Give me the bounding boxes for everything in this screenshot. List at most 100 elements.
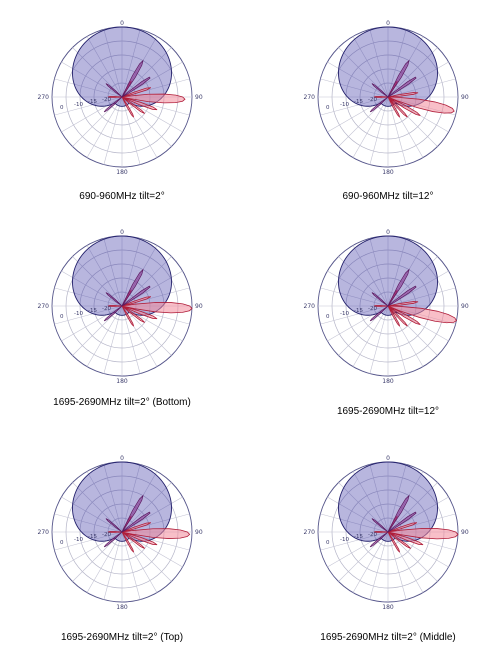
- angle-label: 0: [120, 455, 124, 462]
- grid-spoke: [86, 471, 123, 533]
- grid-spoke: [72, 256, 123, 307]
- grid-spoke: [54, 513, 123, 533]
- grid-spoke: [103, 531, 123, 600]
- grid-spoke: [121, 96, 183, 133]
- grid-spoke: [61, 496, 123, 533]
- angle-label: 90: [461, 529, 469, 536]
- grid-spoke: [320, 531, 389, 551]
- angle-label: 180: [116, 378, 128, 385]
- horizontal-pattern: [72, 235, 172, 316]
- grid-spoke: [369, 238, 389, 307]
- grid-spoke: [387, 531, 407, 600]
- grid-spoke: [86, 305, 123, 367]
- grid-spoke: [86, 36, 123, 98]
- overlap-lobes: [369, 59, 417, 113]
- grid-spoke: [387, 256, 438, 307]
- grid-spoke: [338, 47, 389, 98]
- grid-spoke: [352, 305, 389, 367]
- grid-spoke: [103, 29, 123, 98]
- grid-spoke: [54, 305, 123, 325]
- radial-scale-label: -15: [354, 308, 363, 314]
- grid-spoke: [327, 61, 389, 98]
- grid-spoke: [54, 531, 123, 551]
- grid-spoke: [61, 305, 123, 342]
- horizontal-pattern: [72, 461, 172, 542]
- horizontal-pattern: [72, 26, 172, 107]
- grid-spoke: [86, 531, 123, 593]
- angle-label: 270: [304, 303, 316, 310]
- angle-label: 90: [195, 94, 203, 101]
- grid-spoke: [387, 287, 456, 307]
- grid-spoke: [72, 482, 123, 533]
- grid-spoke: [54, 96, 123, 116]
- grid-spoke: [387, 78, 456, 98]
- angle-label: 0: [120, 20, 124, 27]
- radial-scale-label: -15: [354, 534, 363, 540]
- grid-spoke: [327, 531, 389, 568]
- radial-scale-label: 0: [60, 105, 64, 111]
- radial-scale-label: 0: [326, 105, 330, 111]
- radial-scale-label: -20: [368, 532, 377, 538]
- grid-spoke: [327, 270, 389, 307]
- polar-plot-2: 0 90 180 270 0 -10 -15 -20 690-960MHz tilt=12°: [304, 20, 469, 202]
- grid-spoke: [352, 36, 389, 98]
- radial-scale-label: -10: [74, 537, 83, 543]
- horizontal-pattern: [338, 235, 438, 316]
- horizontal-pattern: [338, 26, 438, 107]
- grid-spoke: [387, 96, 407, 165]
- chart-caption: 690-960MHz tilt=2°: [79, 191, 164, 202]
- angle-label: 270: [304, 529, 316, 536]
- grid-spoke: [369, 29, 389, 98]
- horizontal-pattern: [338, 461, 438, 542]
- grid-spoke: [320, 78, 389, 98]
- angle-label: 270: [38, 529, 50, 536]
- polar-plot-1: 0 90 180 270 0 -10 -15 -20 690-960MHz tilt=2°: [38, 20, 203, 202]
- radial-scale-label: -20: [102, 306, 111, 312]
- grid-spoke: [320, 513, 389, 533]
- angle-label: 180: [116, 169, 128, 176]
- grid-spoke: [121, 305, 172, 356]
- grid-spoke: [352, 531, 389, 593]
- chart-caption: 1695-2690MHz tilt=2° (Middle): [320, 632, 455, 643]
- radial-scale-label: -15: [88, 99, 97, 105]
- angle-label: 90: [195, 303, 203, 310]
- radial-scale-label: -20: [102, 532, 111, 538]
- angle-label: 90: [461, 94, 469, 101]
- grid-spoke: [121, 305, 141, 374]
- grid-spoke: [327, 496, 389, 533]
- radial-scale-label: -10: [340, 537, 349, 543]
- grid-spoke: [86, 96, 123, 158]
- grid-spoke: [103, 305, 123, 374]
- radial-scale-label: -20: [368, 97, 377, 103]
- grid-spoke: [387, 29, 407, 98]
- grid-spoke: [320, 305, 389, 325]
- polar-plot-3: 0 90 180 270 0 -10 -15 -20 1695-2690MHz tilt=2° …: [38, 229, 203, 408]
- grid-spoke: [320, 287, 389, 307]
- grid-spoke: [121, 29, 141, 98]
- grid-spoke: [61, 531, 123, 568]
- grid-spoke: [387, 531, 438, 582]
- angle-label: 270: [38, 303, 50, 310]
- grid-spoke: [72, 47, 123, 98]
- grid-spoke: [352, 96, 389, 158]
- grid-spoke: [103, 238, 123, 307]
- radial-scale-label: -15: [354, 99, 363, 105]
- grid-spoke: [61, 270, 123, 307]
- grid-spoke: [369, 464, 389, 533]
- radial-scale-label: -20: [368, 306, 377, 312]
- grid-spoke: [61, 61, 123, 98]
- grid-spoke: [320, 96, 389, 116]
- radial-scale-label: -15: [88, 308, 97, 314]
- grid-spoke: [121, 482, 172, 533]
- overlap-lobes: [103, 494, 151, 548]
- radial-scale-label: -15: [88, 534, 97, 540]
- polar-plot-5: 0 90 180 270 0 -10 -15 -20 1695-2690MHz tilt=2° …: [38, 455, 203, 643]
- grid-spoke: [338, 256, 389, 307]
- grid-spoke: [121, 96, 141, 165]
- radial-scale-label: -10: [74, 311, 83, 317]
- grid-spoke: [61, 96, 123, 133]
- angle-label: 0: [386, 229, 390, 236]
- angle-label: 0: [386, 20, 390, 27]
- polar-plot-6: 0 90 180 270 0 -10 -15 -20 1695-2690MHz tilt=2° …: [304, 455, 469, 643]
